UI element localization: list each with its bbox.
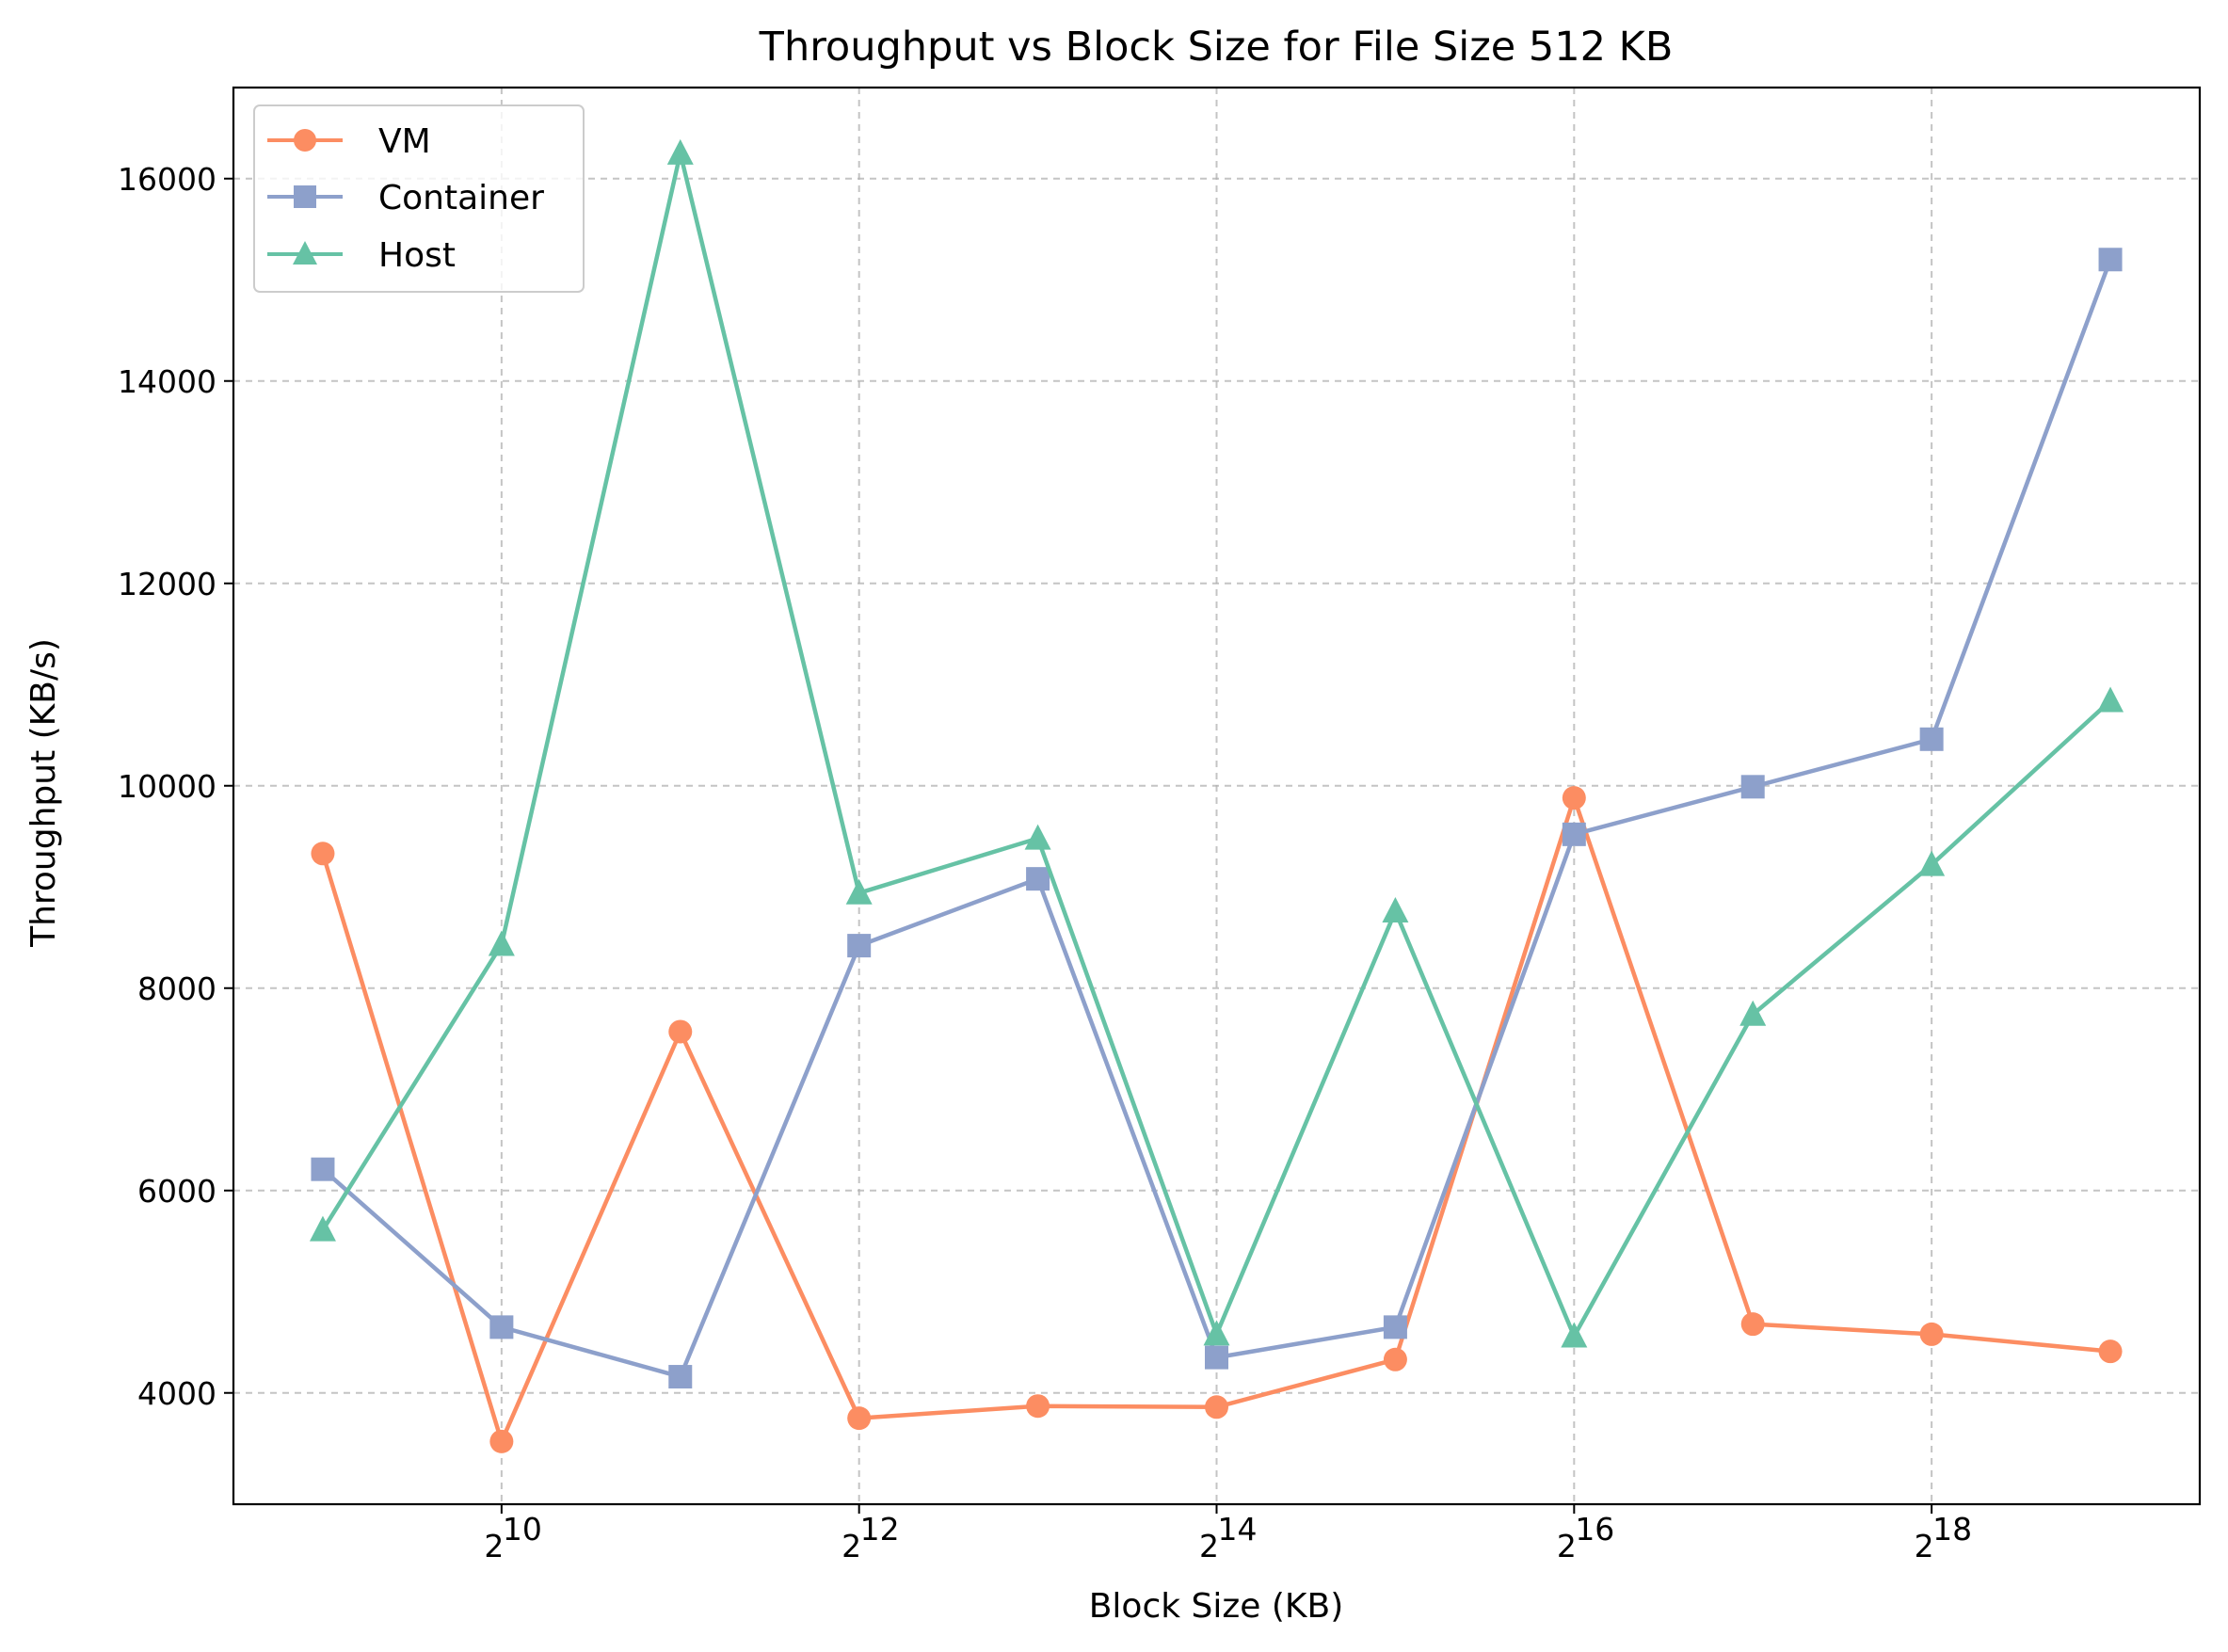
data-point-container: [1205, 1345, 1228, 1370]
legend-label-host: Host: [378, 236, 456, 275]
data-point-vm: [2098, 1339, 2123, 1364]
data-point-container: [1383, 1315, 1407, 1339]
x-axis-label: Block Size (KB): [1089, 1587, 1344, 1626]
data-point-vm: [847, 1406, 872, 1431]
legend-container-marker: [294, 185, 316, 208]
x-tick-label: 2: [1199, 1528, 1219, 1564]
y-tick-label: 4000: [137, 1375, 216, 1412]
data-point-container: [311, 1157, 335, 1181]
data-point-container: [2098, 248, 2123, 272]
y-tick-label: 8000: [137, 970, 216, 1007]
legend-label-vm: VM: [378, 122, 431, 161]
data-point-vm: [1383, 1347, 1407, 1371]
legend-vm-marker: [294, 129, 316, 152]
data-point-host: [2097, 686, 2124, 713]
legend-label-container: Container: [378, 179, 544, 217]
data-point-host: [488, 930, 515, 956]
y-tick-label: 14000: [118, 363, 216, 400]
data-point-container: [1919, 727, 1944, 751]
y-tick-label: 12000: [118, 566, 216, 602]
legend-item-container: Container: [267, 179, 544, 217]
data-point-vm: [1919, 1322, 1944, 1346]
chart-title: Throughput vs Block Size for File Size 5…: [759, 24, 1674, 71]
legend-frame: [253, 104, 585, 293]
data-point-container: [1562, 822, 1586, 846]
data-point-container: [1740, 775, 1765, 799]
x-tick-exponent: 16: [1575, 1511, 1614, 1548]
data-point-container: [847, 934, 872, 958]
x-tick-exponent: 14: [1218, 1511, 1258, 1548]
y-tick-label: 6000: [137, 1173, 216, 1210]
legend-host-marker: [293, 241, 317, 265]
data-point-host: [845, 878, 873, 905]
data-point-host: [1561, 1322, 1588, 1348]
x-tick-label: 2: [1915, 1528, 1934, 1564]
legend: VM Container Host: [253, 104, 585, 293]
data-point-container: [1026, 867, 1050, 891]
data-point-vm: [1026, 1394, 1050, 1419]
x-tick-exponent: 12: [860, 1511, 900, 1548]
x-tick-exponent: 10: [503, 1511, 542, 1548]
grid: [233, 88, 2200, 1504]
series-layer: [309, 138, 2124, 1453]
data-point-vm: [311, 842, 335, 866]
data-point-host: [1203, 1320, 1230, 1346]
y-tick-label: 16000: [118, 161, 216, 198]
x-tick-label: 2: [1557, 1528, 1577, 1564]
data-point-host: [309, 1215, 336, 1242]
data-point-vm: [489, 1429, 514, 1453]
data-point-vm: [668, 1019, 693, 1044]
data-point-host: [1918, 850, 1946, 876]
data-point-container: [489, 1315, 514, 1339]
data-point-container: [668, 1365, 693, 1389]
data-point-vm: [1562, 786, 1586, 810]
data-point-vm: [1205, 1395, 1228, 1419]
y-axis-label: Throughput (KB/s): [24, 638, 63, 948]
x-tick-label: 2: [842, 1528, 861, 1564]
y-tick-label: 10000: [118, 768, 216, 805]
x-tick-exponent: 18: [1932, 1511, 1972, 1548]
data-point-host: [1024, 824, 1051, 850]
x-tick-label: 2: [484, 1528, 504, 1564]
legend-item-host: Host: [267, 236, 456, 275]
legend-item-vm: VM: [267, 122, 431, 161]
data-point-host: [1739, 1000, 1767, 1026]
data-point-host: [1382, 897, 1409, 923]
data-point-host: [666, 138, 694, 165]
data-point-vm: [1740, 1312, 1765, 1337]
